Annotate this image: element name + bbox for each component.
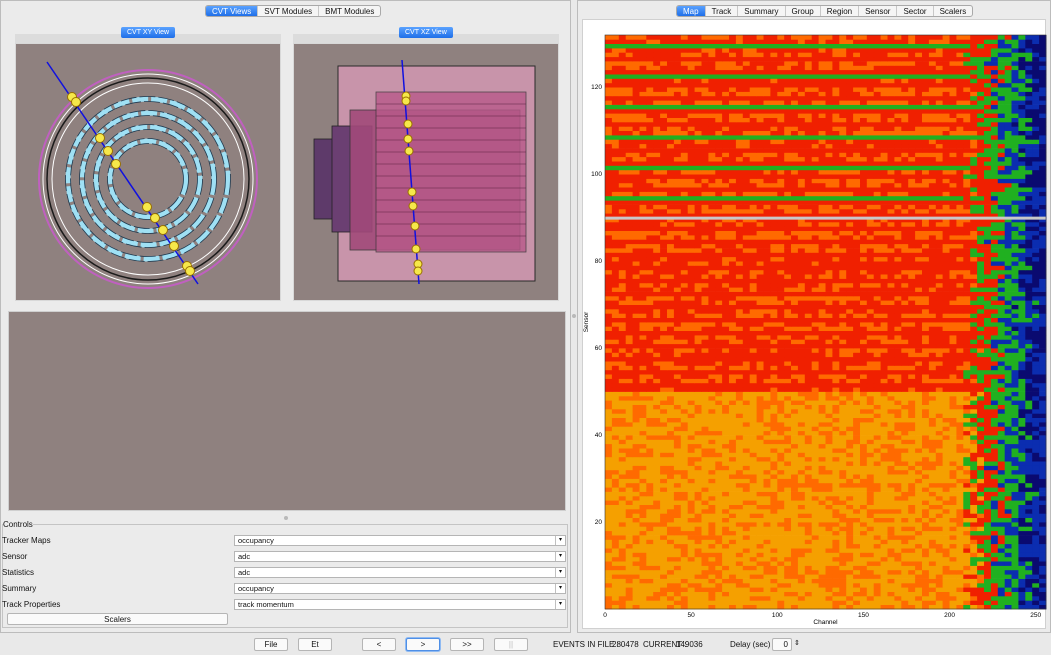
pause-button[interactable]: || [494, 638, 528, 651]
xy-view-canvas[interactable] [15, 43, 281, 301]
statistics-select[interactable]: adc ▾ [234, 566, 566, 578]
x-axis-label: Channel [813, 619, 838, 626]
chevron-down-icon: ▾ [555, 583, 565, 593]
tab-cvt-views[interactable]: CVT Views [206, 6, 259, 16]
left-panel: CVT Views SVT Modules BMT Modules CVT XY… [0, 0, 571, 633]
occupancy-heatmap[interactable]: 0 50 100 150 200 250 20 40 60 80 100 120 Channel Sens… [578, 19, 1050, 631]
x-tick-label: 0 [603, 612, 607, 619]
horizontal-splitter-handle[interactable] [284, 516, 288, 520]
control-row-track-properties: Track Properties track momentum ▾ [2, 598, 566, 610]
vertical-splitter-handle[interactable] [572, 314, 576, 318]
chevron-down-icon: ▾ [555, 599, 565, 609]
tab-map[interactable]: Map [677, 6, 706, 16]
control-label: Statistics [2, 567, 35, 577]
skip-forward-button[interactable]: >> [450, 638, 484, 651]
left-tab-bar: CVT Views SVT Modules BMT Modules [205, 5, 382, 17]
control-row-summary: Summary occupancy ▾ [2, 582, 566, 594]
events-in-file-label: EVENTS IN FILE : [553, 640, 619, 649]
sensor-select[interactable]: adc ▾ [234, 550, 566, 562]
summary-select[interactable]: occupancy ▾ [234, 582, 566, 594]
tab-region[interactable]: Region [821, 6, 860, 16]
control-label: Tracker Maps [2, 535, 51, 545]
file-button[interactable]: File [254, 638, 288, 651]
x-tick-label: 200 [944, 612, 955, 619]
x-tick-label: 50 [688, 612, 696, 619]
xz-view-strip [293, 34, 559, 43]
tab-summary[interactable]: Summary [738, 6, 786, 16]
track-properties-select[interactable]: track momentum ▾ [234, 598, 566, 610]
events-in-file-value: 280478 [612, 640, 639, 649]
control-label: Track Properties [2, 599, 61, 609]
y-tick-label: 20 [595, 519, 603, 526]
tab-sensor[interactable]: Sensor [859, 6, 898, 16]
heatmap-cells [605, 35, 1047, 610]
et-button[interactable]: Et [298, 638, 332, 651]
xy-view-strip [15, 34, 281, 43]
tab-sector[interactable]: Sector [897, 6, 934, 16]
y-tick-label: 80 [595, 258, 603, 265]
bottom-canvas-area[interactable] [8, 311, 566, 511]
x-tick-label: 100 [772, 612, 783, 619]
xy-detector-drawing [38, 61, 258, 289]
xz-view-canvas[interactable] [293, 43, 559, 301]
y-tick-label: 100 [591, 171, 602, 178]
xz-view-title: CVT XZ View [399, 27, 453, 38]
x-tick-label: 250 [1030, 612, 1041, 619]
xy-view-title: CVT XY View [121, 27, 176, 38]
stepper-icon[interactable]: ⇕ [794, 640, 800, 647]
next-event-button[interactable]: > [406, 638, 440, 651]
control-row-statistics: Statistics adc ▾ [2, 566, 566, 578]
y-axis-label: Sensor [583, 311, 590, 332]
tab-group[interactable]: Group [786, 6, 821, 16]
current-value: 149036 [676, 640, 703, 649]
sensor-gap-line [605, 216, 1046, 220]
right-panel: Map Track Summary Group Region Sensor Se… [577, 0, 1051, 633]
previous-event-button[interactable]: < [362, 638, 396, 651]
right-tab-bar: Map Track Summary Group Region Sensor Se… [676, 5, 974, 17]
control-label: Summary [2, 583, 37, 593]
y-tick-label: 40 [595, 432, 603, 439]
bottom-toolbar: File Et < > >> || EVENTS IN FILE : 28047… [0, 636, 1051, 655]
chevron-down-icon: ▾ [555, 551, 565, 561]
delay-input[interactable]: 0 [772, 638, 792, 651]
chevron-down-icon: ▾ [555, 535, 565, 545]
control-row-tracker-maps: Tracker Maps occupancy ▾ [2, 534, 566, 546]
xz-detector-drawing [313, 59, 536, 285]
scalers-button[interactable]: Scalers [7, 613, 228, 625]
control-label: Sensor [2, 551, 28, 561]
tab-scalers[interactable]: Scalers [939, 7, 967, 16]
controls-panel: Controls [2, 520, 568, 628]
y-tick-label: 60 [595, 345, 603, 352]
current-label: CURRENT : [643, 640, 687, 649]
control-row-sensor: Sensor adc ▾ [2, 550, 566, 562]
chevron-down-icon: ▾ [555, 567, 565, 577]
tab-bmt-modules[interactable]: BMT Modules [325, 7, 375, 16]
tab-track[interactable]: Track [706, 6, 739, 16]
x-tick-label: 150 [858, 612, 869, 619]
delay-label: Delay (sec) [730, 640, 771, 649]
heatmap-axes-frame [604, 34, 1047, 610]
y-tick-label: 120 [591, 84, 602, 91]
controls-title: Controls [3, 520, 33, 529]
tab-svt-modules[interactable]: SVT Modules [258, 6, 320, 16]
tracker-maps-select[interactable]: occupancy ▾ [234, 534, 566, 546]
